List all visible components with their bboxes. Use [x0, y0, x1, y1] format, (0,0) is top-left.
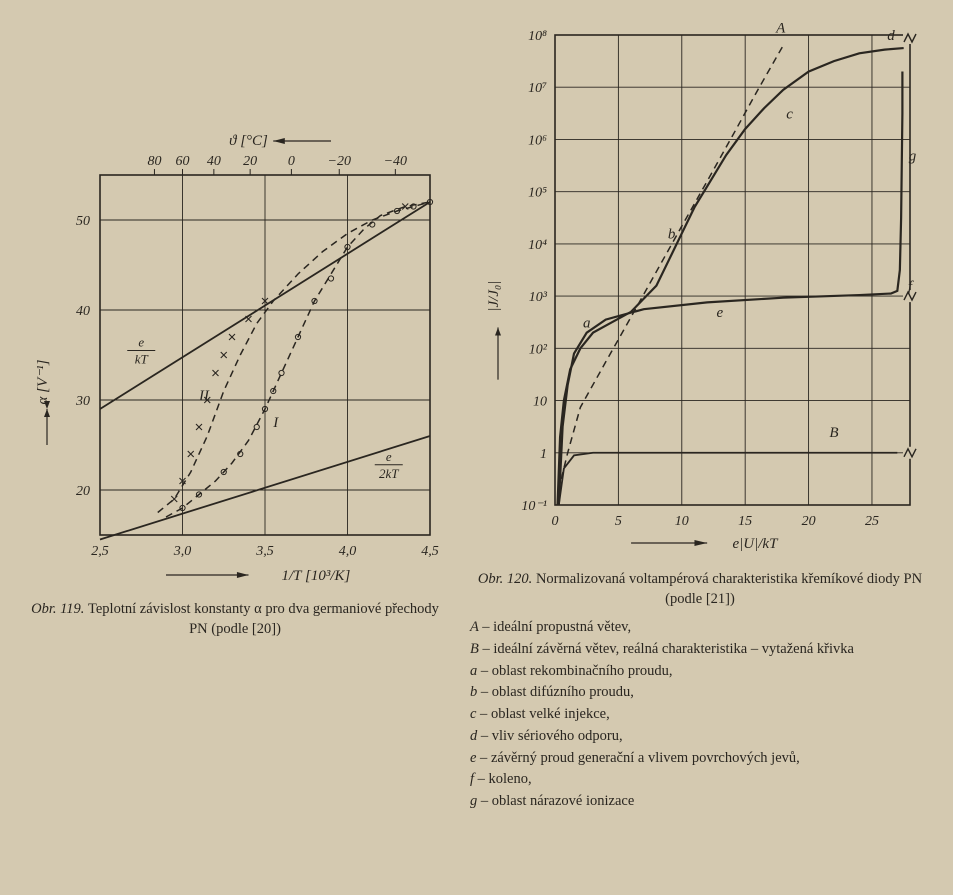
svg-text:3,0: 3,0 — [173, 544, 192, 559]
svg-text:g: g — [909, 148, 917, 164]
figure-119-caption: Obr. 119. Teplotní závislost konstanty α… — [25, 600, 445, 639]
svg-text:0: 0 — [552, 514, 559, 529]
legend-item: B – ideální závěrná větev, reálná charak… — [470, 639, 930, 661]
svg-text:b: b — [668, 227, 676, 243]
svg-text:20: 20 — [243, 154, 257, 169]
svg-text:25: 25 — [865, 514, 879, 529]
legend-item: e – závěrný proud generační a vlivem pov… — [470, 748, 930, 770]
svg-text:a: a — [583, 315, 591, 331]
svg-text:10: 10 — [533, 395, 547, 410]
svg-text:40: 40 — [76, 304, 90, 319]
svg-text:|J/J₀|: |J/J₀| — [486, 281, 502, 312]
caption-text: Normalizovaná voltampérová charakteristi… — [536, 571, 922, 607]
caption-text: Teplotní závislost konstanty α pro dva g… — [88, 601, 439, 637]
legend-item: f – koleno, — [470, 769, 930, 791]
svg-text:20: 20 — [76, 484, 90, 499]
svg-text:60: 60 — [176, 154, 190, 169]
svg-text:ϑ [°C]: ϑ [°C] — [229, 133, 268, 149]
svg-text:30: 30 — [75, 394, 90, 409]
figure-119: 2,5 3,0 3,5 4,0 4,5 20 30 40 50 80 60 40 20 0 −20 −40 ϑ … — [25, 120, 445, 590]
svg-text:1: 1 — [540, 447, 547, 462]
caption-prefix: Obr. 119. — [31, 601, 84, 617]
svg-text:50: 50 — [76, 214, 90, 229]
svg-text:40: 40 — [207, 154, 221, 169]
svg-text:10⁴: 10⁴ — [528, 238, 547, 253]
svg-text:d: d — [887, 28, 895, 44]
svg-text:e|U|/kT: e|U|/kT — [733, 536, 780, 552]
svg-text:1/T [10³/K]: 1/T [10³/K] — [282, 568, 351, 584]
legend-text: závěrný proud generační a vlivem povrcho… — [491, 750, 800, 766]
svg-text:B: B — [829, 425, 838, 441]
svg-text:10: 10 — [675, 514, 689, 529]
legend-text: koleno, — [489, 771, 532, 787]
svg-text:α [V⁻¹]: α [V⁻¹] — [35, 359, 51, 404]
legend-key: f – — [470, 771, 489, 787]
legend-item: c – oblast velké injekce, — [470, 704, 930, 726]
legend-text: ideální propustná větev, — [493, 619, 631, 635]
svg-text:10²: 10² — [529, 342, 548, 357]
chart-120-svg: 051015202510⁻¹11010²10³10⁴10⁵10⁶10⁷10⁸e|… — [470, 20, 930, 560]
legend-item: g – oblast nárazové ionizace — [470, 791, 930, 813]
legend-key: e – — [470, 750, 491, 766]
svg-text:20: 20 — [802, 514, 816, 529]
svg-text:0: 0 — [288, 154, 295, 169]
svg-text:10⁸: 10⁸ — [528, 29, 547, 44]
svg-text:15: 15 — [738, 514, 752, 529]
svg-text:I: I — [272, 415, 279, 431]
svg-text:−20: −20 — [328, 154, 351, 169]
legend-text: oblast nárazové ionizace — [492, 793, 635, 809]
legend-key: b – — [470, 684, 492, 700]
svg-text:10⁻¹: 10⁻¹ — [521, 499, 547, 514]
svg-text:4,0: 4,0 — [339, 544, 357, 559]
legend-item: b – oblast difúzního proudu, — [470, 682, 930, 704]
legend-key: d – — [470, 728, 492, 744]
legend-key: A – — [470, 619, 493, 635]
chart-119-svg: 2,5 3,0 3,5 4,0 4,5 20 30 40 50 80 60 40 20 0 −20 −40 ϑ … — [25, 120, 445, 590]
svg-text:10³: 10³ — [529, 290, 548, 305]
figure-120: 051015202510⁻¹11010²10³10⁴10⁵10⁶10⁷10⁸e|… — [470, 20, 930, 560]
svg-text:−40: −40 — [384, 154, 407, 169]
svg-text:10⁶: 10⁶ — [528, 133, 547, 148]
svg-text:10⁷: 10⁷ — [528, 81, 547, 96]
svg-text:10⁵: 10⁵ — [528, 186, 547, 201]
legend-text: oblast velké injekce, — [491, 706, 610, 722]
svg-text:A: A — [775, 20, 786, 36]
svg-text:kT: kT — [135, 352, 149, 367]
legend-item: A – ideální propustná větev, — [470, 617, 930, 639]
svg-text:e: e — [716, 305, 723, 321]
legend-item: a – oblast rekombinačního proudu, — [470, 661, 930, 683]
legend-key: g – — [470, 793, 492, 809]
svg-text:5: 5 — [615, 514, 622, 529]
legend-item: d – vliv sériového odporu, — [470, 726, 930, 748]
legend-key: a – — [470, 663, 492, 679]
figure-120-caption: Obr. 120. Normalizovaná voltampérová cha… — [470, 570, 930, 609]
svg-text:e: e — [138, 335, 144, 350]
legend-text: ideální závěrná větev, reálná charakteri… — [493, 641, 854, 657]
svg-text:e: e — [386, 449, 392, 464]
figure-120-legend: A – ideální propustná větev,B – ideální … — [470, 617, 930, 813]
legend-key: B – — [470, 641, 493, 657]
svg-text:3,5: 3,5 — [255, 544, 274, 559]
legend-text: oblast rekombinačního proudu, — [492, 663, 673, 679]
svg-text:2kT: 2kT — [379, 466, 399, 481]
legend-text: oblast difúzního proudu, — [492, 684, 634, 700]
svg-text:c: c — [786, 107, 793, 123]
legend-text: vliv sériového odporu, — [492, 728, 623, 744]
svg-text:2,5: 2,5 — [91, 544, 109, 559]
caption-prefix: Obr. 120. — [478, 571, 532, 587]
svg-text:80: 80 — [147, 154, 161, 169]
svg-text:4,5: 4,5 — [421, 544, 439, 559]
legend-key: c – — [470, 706, 491, 722]
